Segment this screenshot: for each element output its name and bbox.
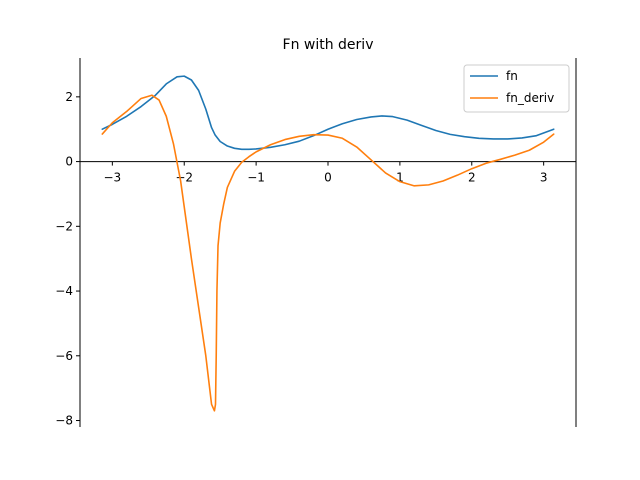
y-tick-label: 2	[65, 90, 73, 104]
series-line-fn	[101, 75, 555, 151]
x-tick-label: −2	[175, 171, 193, 185]
y-tick-label: −8	[55, 414, 73, 428]
x-tick-label: 1	[396, 171, 404, 185]
y-tick-label: 0	[65, 155, 73, 169]
y-tick-label: −4	[55, 284, 73, 298]
series-layer	[101, 75, 555, 412]
x-tick-label: 3	[540, 171, 548, 185]
x-tick-label: 2	[468, 171, 476, 185]
axes: −3 −2 −1 0 1 2 3 −8 −6 −4 −2 0 2	[55, 58, 577, 428]
legend-label: fn	[506, 69, 518, 83]
legend: fn fn_deriv	[463, 64, 570, 113]
x-tick-label: −1	[247, 171, 265, 185]
y-tick-label: −2	[55, 219, 73, 233]
legend-label: fn_deriv	[506, 91, 554, 105]
y-tick-label: −6	[55, 349, 73, 363]
x-tick-label: 0	[324, 171, 332, 185]
chart-title: Fn with deriv	[283, 37, 374, 53]
x-tick-label: −3	[103, 171, 121, 185]
series-line-fn-deriv	[101, 94, 555, 412]
